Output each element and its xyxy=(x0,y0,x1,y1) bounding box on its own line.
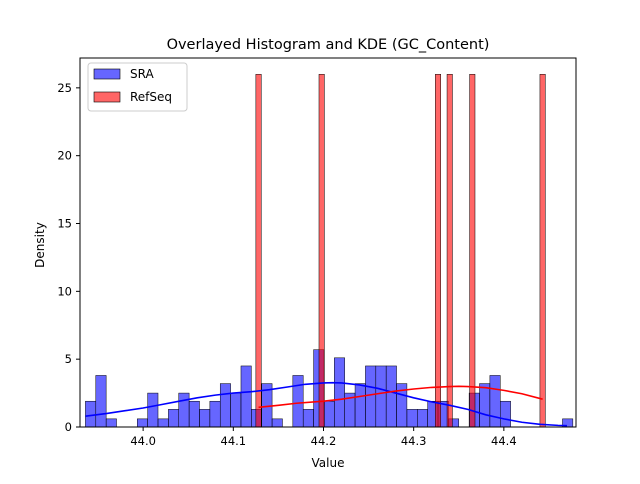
sra-histogram-bar xyxy=(417,409,428,428)
y-tick-label: 0 xyxy=(65,420,72,434)
refseq-histogram-bar xyxy=(446,74,453,428)
legend-label-sra: SRA xyxy=(130,67,154,81)
refseq-histogram-bar xyxy=(539,74,546,428)
sra-histogram-bar xyxy=(178,392,190,428)
sra-histogram-bar xyxy=(147,392,159,428)
y-tick-label: 25 xyxy=(57,81,72,95)
refseq-kde-line xyxy=(258,385,543,409)
refseq-histogram-bar xyxy=(435,74,441,428)
sra-histogram-bar xyxy=(365,365,377,428)
x-axis-label: Value xyxy=(312,456,345,470)
sra-histogram-bar xyxy=(209,400,221,428)
legend-label-refseq: RefSeq xyxy=(130,90,172,104)
sra-histogram-bar xyxy=(157,418,169,428)
sra-histogram-bar xyxy=(489,375,501,428)
x-tick-label: 44.1 xyxy=(221,434,247,448)
y-tick-label: 20 xyxy=(57,149,72,163)
sra-histogram-bar xyxy=(499,400,511,428)
sra-histogram-bar xyxy=(354,383,366,428)
sra-histogram-bar xyxy=(230,392,242,428)
sra-histogram-bar xyxy=(292,375,304,428)
sra-histogram-bar xyxy=(406,409,418,428)
x-tick-label: 44.0 xyxy=(130,434,156,448)
sra-histogram-bar xyxy=(375,365,387,428)
sra-histogram-bar xyxy=(168,409,179,428)
sra-histogram-bar xyxy=(240,365,252,428)
sra-histogram-bar xyxy=(323,400,335,428)
refseq-histogram-bar xyxy=(318,74,325,428)
sra-histogram-bar xyxy=(271,418,283,428)
plot-frame xyxy=(79,57,577,428)
y-tick-label: 15 xyxy=(57,217,72,231)
x-axis: 44.0 44.1 44.2 44.3 44.4 xyxy=(130,427,517,448)
legend-swatch-sra xyxy=(93,68,121,80)
y-axis: 0 5 10 15 20 25 xyxy=(57,81,80,434)
sra-histogram-bar xyxy=(479,383,491,428)
sra-histogram-bar xyxy=(137,418,148,428)
sra-kde-line xyxy=(85,381,568,427)
chart-title: Overlayed Histogram and KDE (GC_Content) xyxy=(167,37,490,53)
x-tick-label: 44.2 xyxy=(311,434,337,448)
sra-histogram-bar xyxy=(199,409,211,428)
y-tick-label: 10 xyxy=(57,284,72,298)
sra-histogram-bar xyxy=(302,409,314,428)
legend: SRA RefSeq xyxy=(87,62,188,112)
sra-histogram-bar xyxy=(334,357,345,428)
x-tick-label: 44.3 xyxy=(401,434,427,448)
legend-swatch-refseq xyxy=(93,91,121,103)
refseq-histogram-bar xyxy=(469,74,476,428)
refseq-histogram-bar xyxy=(255,74,262,428)
sra-histogram-bar xyxy=(85,400,97,428)
y-tick-label: 5 xyxy=(65,352,72,366)
sra-histogram-bar xyxy=(219,383,231,428)
y-axis-label: Density xyxy=(33,222,47,268)
sra-histogram-bar xyxy=(95,375,107,428)
x-tick-label: 44.4 xyxy=(491,434,517,448)
sra-histogram-bar xyxy=(105,418,117,428)
sra-histogram-bar xyxy=(385,365,397,428)
sra-histogram-bar xyxy=(188,400,200,428)
